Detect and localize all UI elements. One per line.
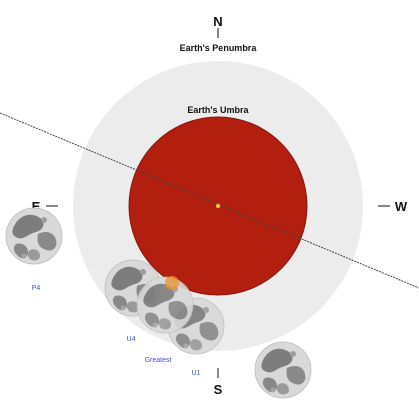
umbra-label: Earth's Umbra bbox=[187, 105, 249, 115]
contact-label-u4: U4 bbox=[127, 336, 136, 343]
south-label: S bbox=[214, 382, 223, 397]
moon-path-line bbox=[0, 112, 419, 289]
north-label: N bbox=[213, 14, 222, 29]
moon-mid bbox=[136, 276, 194, 334]
penumbra-label: Earth's Penumbra bbox=[180, 43, 258, 53]
contact-label-p4: P4 bbox=[32, 285, 41, 292]
shadow-center-dot bbox=[215, 203, 221, 209]
contact-label-u1: U1 bbox=[192, 370, 201, 377]
umbra-contact-glow bbox=[165, 276, 179, 290]
moon-u1 bbox=[254, 341, 312, 399]
contact-label-greatest: Greatest bbox=[145, 357, 172, 364]
west-label: W bbox=[395, 199, 408, 214]
moon-p4 bbox=[5, 207, 63, 265]
east-label: E bbox=[32, 199, 41, 214]
